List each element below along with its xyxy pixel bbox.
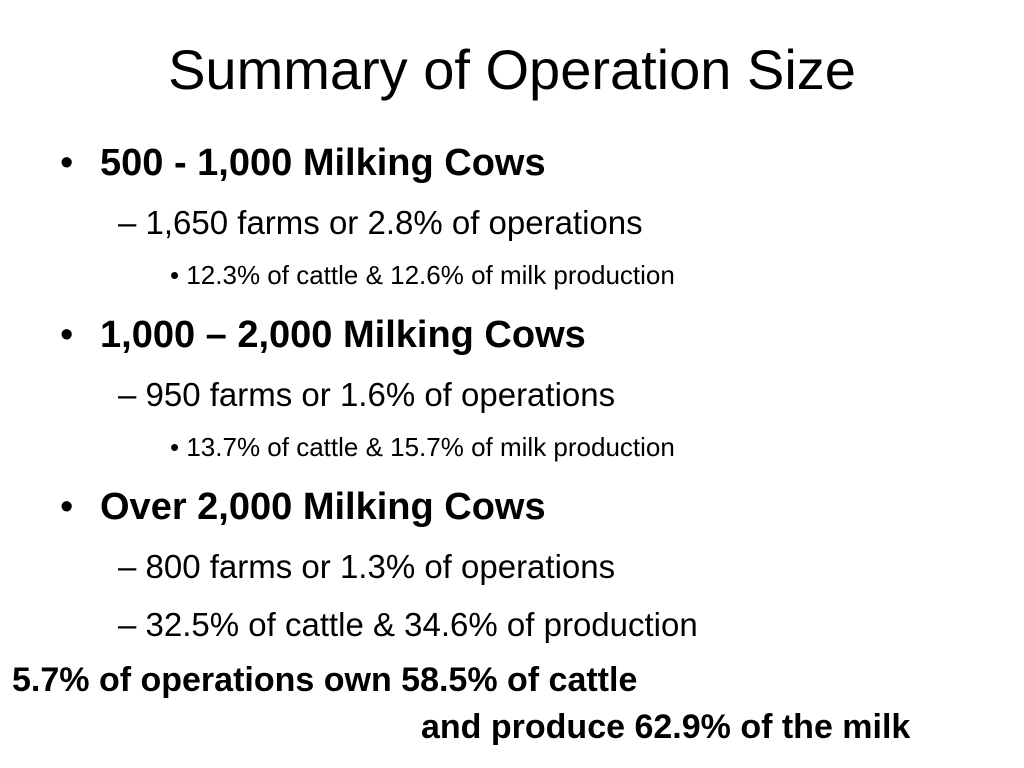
subsub-bullet-text: 13.7% of cattle & 15.7% of milk producti… [186, 432, 675, 462]
sub-bullet-text: 950 farms or 1.6% of operations [145, 376, 616, 413]
sub-bullet-farms-over-2000: – 800 farms or 1.3% of operations [118, 547, 615, 587]
bullet-heading-1000-2000: • 1,000 – 2,000 Milking Cows [60, 313, 586, 357]
dash-marker: – [118, 606, 137, 643]
summary-line-2: and produce 62.9% of the milk [421, 708, 911, 746]
sub-bullet-text: 800 farms or 1.3% of operations [145, 548, 616, 585]
bullet-heading-text: 500 - 1,000 Milking Cows [100, 142, 546, 184]
bullet-heading-text: Over 2,000 Milking Cows [100, 486, 546, 528]
slide-title: Summary of Operation Size [168, 38, 856, 101]
sub-bullet-text: 1,650 farms or 2.8% of operations [145, 204, 643, 241]
summary-line-1: 5.7% of operations own 58.5% of cattle [12, 661, 638, 699]
bullet-dot-icon: • [170, 432, 180, 462]
bullet-heading-text: 1,000 – 2,000 Milking Cows [100, 314, 586, 356]
sub-bullet-text: 32.5% of cattle & 34.6% of production [145, 606, 698, 643]
sub-bullet-farms-1000-2000: – 950 farms or 1.6% of operations [118, 375, 615, 415]
bullet-heading-500-1000: • 500 - 1,000 Milking Cows [60, 141, 546, 185]
bullet-heading-over-2000: • Over 2,000 Milking Cows [60, 485, 546, 529]
subsub-bullet-text: 12.3% of cattle & 12.6% of milk producti… [186, 260, 675, 290]
bullet-dot-icon: • [60, 314, 74, 356]
dash-marker: – [118, 204, 137, 241]
subsub-bullet-cattle-1000-2000: • 13.7% of cattle & 15.7% of milk produc… [170, 431, 675, 463]
bullet-dot-icon: • [170, 260, 180, 290]
sub-bullet-cattle-over-2000: – 32.5% of cattle & 34.6% of production [118, 605, 698, 645]
bullet-dot-icon: • [60, 486, 74, 528]
dash-marker: – [118, 376, 137, 413]
sub-bullet-farms-500-1000: – 1,650 farms or 2.8% of operations [118, 203, 643, 243]
subsub-bullet-cattle-500-1000: • 12.3% of cattle & 12.6% of milk produc… [170, 259, 675, 291]
bullet-dot-icon: • [60, 142, 74, 184]
dash-marker: – [118, 548, 137, 585]
